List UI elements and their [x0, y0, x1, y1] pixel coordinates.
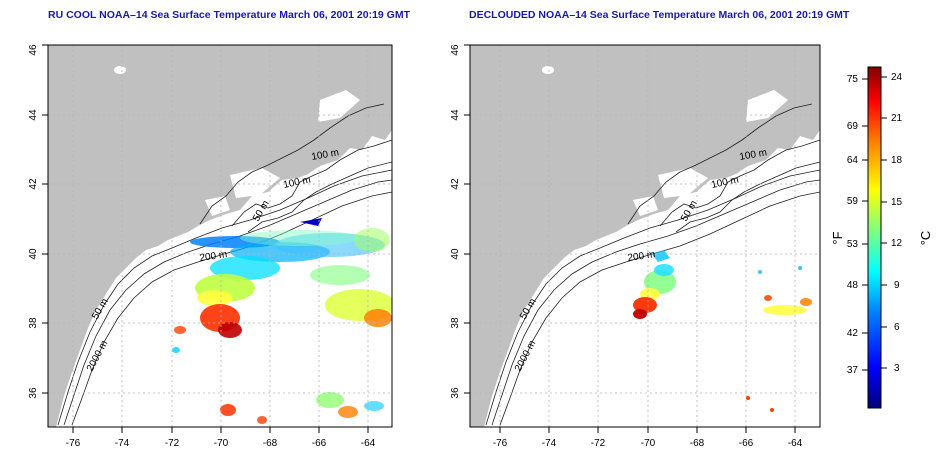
- y-tick-label: 42: [28, 178, 39, 190]
- x-tick-label: -64: [361, 438, 376, 449]
- y-tick-label: 46: [28, 44, 39, 56]
- colorbar-f-tick: 37: [847, 365, 859, 376]
- right-map: 100 m 100 m 50 m 200 m 50 m 2000 m -76 -…: [450, 44, 821, 449]
- contour-label: 200 m: [199, 249, 228, 264]
- colorbar-c-tick: 15: [891, 197, 903, 208]
- y-tick-label: 38: [28, 317, 39, 329]
- x-tick-label: -68: [263, 438, 278, 449]
- colorbar-f-tick: 48: [847, 280, 859, 291]
- y-tick-label: 38: [450, 317, 461, 329]
- celsius-axis-label: °C: [918, 231, 933, 246]
- colorbar-c-tick: 12: [891, 238, 903, 249]
- colorbar-c-tick: 21: [891, 113, 903, 124]
- x-tick-label: -68: [690, 438, 705, 449]
- colorbar: 75 69 64 59 53 48 42 37 24 21 18 15 12 9…: [830, 66, 933, 409]
- x-tick-label: -74: [542, 438, 557, 449]
- x-tick-label: -70: [214, 438, 229, 449]
- x-tick-label: -66: [312, 438, 327, 449]
- y-tick-label: 42: [450, 178, 461, 190]
- left-sst-patches: [172, 218, 392, 424]
- y-tick-label: 40: [450, 248, 461, 260]
- contour-label: 200 m: [627, 249, 656, 264]
- contour-label: 100 m: [311, 147, 340, 163]
- colorbar-gradient: [867, 66, 882, 409]
- colorbar-c-tick: 3: [894, 363, 900, 374]
- x-tick-label: -74: [115, 438, 130, 449]
- colorbar-f-tick: 59: [847, 196, 859, 207]
- colorbar-f-tick: 69: [847, 121, 859, 132]
- fahrenheit-axis-label: °F: [830, 231, 845, 244]
- right-map-title: DECLOUDED NOAA–14 Sea Surface Temperatur…: [469, 9, 850, 21]
- colorbar-c-tick: 9: [894, 280, 900, 291]
- left-map: 100 m 100 m 50 m 200 m 50 m 2000 m -76 -…: [28, 44, 393, 449]
- right-sst-patches: [633, 250, 812, 412]
- y-tick-label: 44: [450, 109, 461, 121]
- x-tick-label: -76: [493, 438, 508, 449]
- left-map-title: RU COOL NOAA–14 Sea Surface Temperature …: [48, 9, 411, 21]
- colorbar-c-tick: 18: [891, 155, 903, 166]
- right-bathymetry-contours: [485, 103, 820, 426]
- right-map-frame: [469, 44, 821, 428]
- contour-label: 100 m: [739, 147, 768, 163]
- y-tick-label: 36: [28, 387, 39, 399]
- y-tick-label: 46: [450, 44, 461, 56]
- y-tick-label: 40: [28, 248, 39, 260]
- colorbar-c-tick: 24: [891, 72, 903, 83]
- x-tick-label: -76: [66, 438, 81, 449]
- y-tick-label: 36: [450, 387, 461, 399]
- colorbar-f-tick: 64: [847, 155, 859, 166]
- x-tick-label: -72: [591, 438, 606, 449]
- x-tick-label: -72: [165, 438, 180, 449]
- colorbar-c-tick: 6: [894, 322, 900, 333]
- colorbar-f-tick: 42: [847, 328, 859, 339]
- y-tick-label: 44: [28, 109, 39, 121]
- x-tick-label: -70: [641, 438, 656, 449]
- colorbar-f-tick: 75: [847, 74, 859, 85]
- left-map-frame: [47, 44, 393, 428]
- x-tick-label: -64: [788, 438, 803, 449]
- x-tick-label: -66: [739, 438, 754, 449]
- right-grid: [470, 45, 820, 427]
- left-grid: [48, 45, 392, 427]
- colorbar-f-tick: 53: [847, 239, 859, 250]
